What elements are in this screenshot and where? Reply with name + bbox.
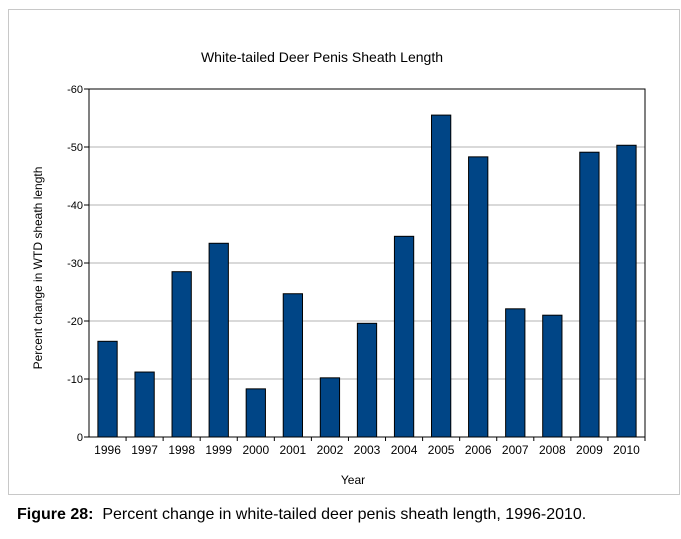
y-axis-label: Percent change in WTD sheath length <box>31 167 45 370</box>
bar-1997 <box>134 371 155 438</box>
bar-2001 <box>282 293 304 438</box>
bar-2006 <box>468 156 489 438</box>
y-tick-label: -10 <box>67 374 83 386</box>
x-tick-labels: 1996 1997 1998 1999 2000 2001 2002 2003 2004 2005… <box>94 443 640 457</box>
x-axis-label: Year <box>341 473 365 487</box>
caption-text: Percent change in white-tailed deer peni… <box>102 506 587 523</box>
x-tick-label: 1999 <box>205 443 232 457</box>
bar-1998 <box>171 271 192 438</box>
x-tick-label: 1996 <box>94 443 121 457</box>
x-tick-label: 2006 <box>465 443 492 457</box>
bar-2005 <box>430 114 452 438</box>
bar-2000 <box>245 388 266 438</box>
chart-frame <box>8 9 680 495</box>
bar-chart: White-tailed Deer Penis Sheath Length 0 -… <box>31 49 646 487</box>
x-tick-label: 2004 <box>391 443 418 457</box>
bar-1996 <box>97 340 118 438</box>
bar-2002 <box>319 377 341 438</box>
x-tick-label: 2009 <box>576 443 603 457</box>
x-tick-label: 2007 <box>502 443 529 457</box>
y-tick-label: -30 <box>67 258 83 270</box>
x-tick-label: 2002 <box>317 443 344 457</box>
y-tick-label: -20 <box>67 316 83 328</box>
caption-label: Figure 28: <box>17 506 94 523</box>
bar-2003 <box>356 322 378 438</box>
bar-2007 <box>505 308 526 438</box>
x-tick-label: 2008 <box>539 443 566 457</box>
bar-2009 <box>579 151 600 438</box>
bar-2004 <box>393 235 415 438</box>
x-tick-label: 2005 <box>428 443 455 457</box>
bars <box>97 114 637 438</box>
y-tick-label: 0 <box>77 432 83 444</box>
x-tick-label: 2000 <box>242 443 269 457</box>
x-tick-label: 1997 <box>131 443 158 457</box>
x-tick-label: 2010 <box>613 443 640 457</box>
x-tick-label: 2001 <box>280 443 307 457</box>
bar-2010 <box>616 144 637 438</box>
figure-caption: Figure 28: Percent change in white-taile… <box>17 506 586 524</box>
y-tick-label: -60 <box>67 84 83 96</box>
plot-area-border <box>88 88 646 438</box>
y-tick-labels: 0 -10 -20 -30 -40 -50 -60 <box>67 84 83 444</box>
x-tick-label: 2003 <box>354 443 381 457</box>
y-tick-label: -50 <box>67 142 83 154</box>
chart-title: White-tailed Deer Penis Sheath Length <box>201 49 443 65</box>
bar-1999 <box>208 242 229 438</box>
x-tick-label: 1998 <box>168 443 195 457</box>
axes <box>84 88 646 441</box>
bar-2008 <box>542 314 563 438</box>
y-tick-label: -40 <box>67 200 83 212</box>
